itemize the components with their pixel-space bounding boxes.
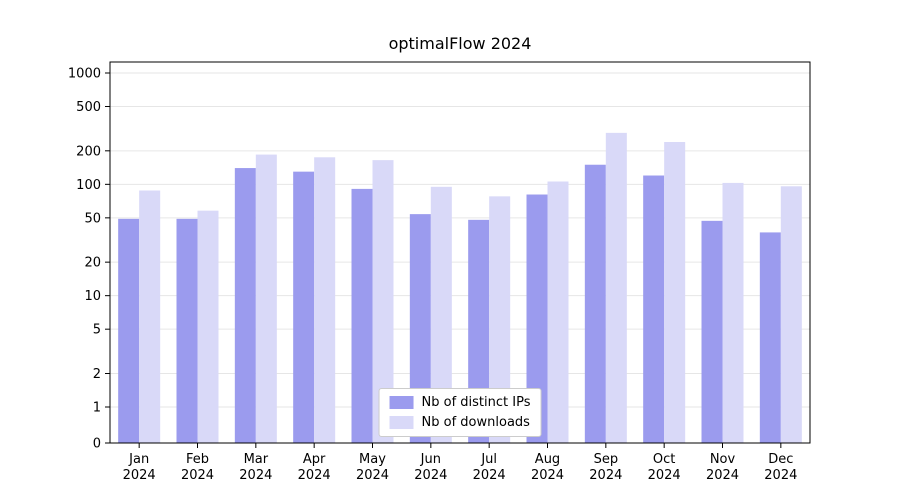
y-tick-label: 20 [84,256,101,271]
y-tick-label: 50 [84,211,101,226]
bar-downloads [664,142,686,443]
x-tick-label-month: Nov [710,452,736,467]
axes-border [109,61,811,444]
y-tick-label: 100 [76,178,101,193]
legend-item-downloads: Nb of downloads [389,415,531,430]
y-tick-label: 5 [93,323,101,338]
bar-distinct-ips [701,220,723,443]
y-tick-label: 0 [93,437,101,452]
chart-title: optimalFlow 2024 [388,34,532,53]
x-tick-label-year: 2024 [356,468,389,483]
x-tick-label-month: Aug [535,452,560,467]
bar-downloads [489,196,511,443]
x-tick-label-year: 2024 [764,468,797,483]
bar-downloads [139,190,161,443]
x-tick-label-year: 2024 [123,468,156,483]
bar-downloads [255,154,277,444]
x-tick-label-month: Jan [128,452,149,467]
bar-distinct-ips [759,232,781,443]
legend-swatch-distinct-ips [389,396,414,409]
bar-downloads [722,182,744,444]
bar-distinct-ips [526,194,548,443]
x-tick-label-month: May [359,452,386,467]
bar-downloads [547,181,569,444]
x-tick-label-month: Feb [186,452,209,467]
y-tick-label: 500 [76,100,101,115]
x-tick-label-year: 2024 [531,468,564,483]
x-tick-label-year: 2024 [589,468,622,483]
legend-item-distinct-ips: Nb of distinct IPs [389,395,531,410]
x-tick-label-year: 2024 [414,468,447,483]
x-tick-label-month: Jun [420,452,441,467]
x-tick-label-year: 2024 [239,468,272,483]
bar-distinct-ips [293,171,315,443]
x-tick-label-month: Oct [653,452,675,467]
x-tick-label-year: 2024 [706,468,739,483]
x-tick-label-year: 2024 [298,468,331,483]
x-tick-label-month: Mar [244,452,269,467]
y-tick-label: 2 [93,367,101,382]
bar-distinct-ips [234,168,256,444]
y-tick-label: 1 [93,401,101,416]
legend: Nb of distinct IPs Nb of downloads [378,388,542,437]
bar-distinct-ips [409,214,431,443]
x-tick-label-year: 2024 [473,468,506,483]
bar-downloads [605,132,627,443]
bar-distinct-ips [643,175,665,443]
bar-downloads [314,157,336,444]
bar-distinct-ips [351,188,373,443]
x-tick-label-month: Jul [480,452,497,467]
y-tick-label: 200 [76,144,101,159]
y-tick-label: 10 [84,289,101,304]
x-tick-label-year: 2024 [181,468,214,483]
bar-downloads [197,210,219,443]
x-tick-label-month: Sep [594,452,619,467]
bar-downloads [430,186,452,443]
x-tick-label-year: 2024 [648,468,681,483]
x-tick-label-month: Dec [768,452,793,467]
bar-distinct-ips [584,164,606,443]
x-tick-label-month: Apr [303,452,326,467]
bar-downloads [780,186,802,443]
bar-distinct-ips [468,219,490,443]
legend-swatch-downloads [389,416,414,429]
y-tick-label: 1000 [68,67,101,82]
legend-label-distinct-ips: Nb of distinct IPs [421,395,531,410]
legend-label-downloads: Nb of downloads [421,415,530,430]
bar-downloads [372,160,394,443]
bar-distinct-ips [118,218,140,443]
bar-distinct-ips [176,218,198,443]
